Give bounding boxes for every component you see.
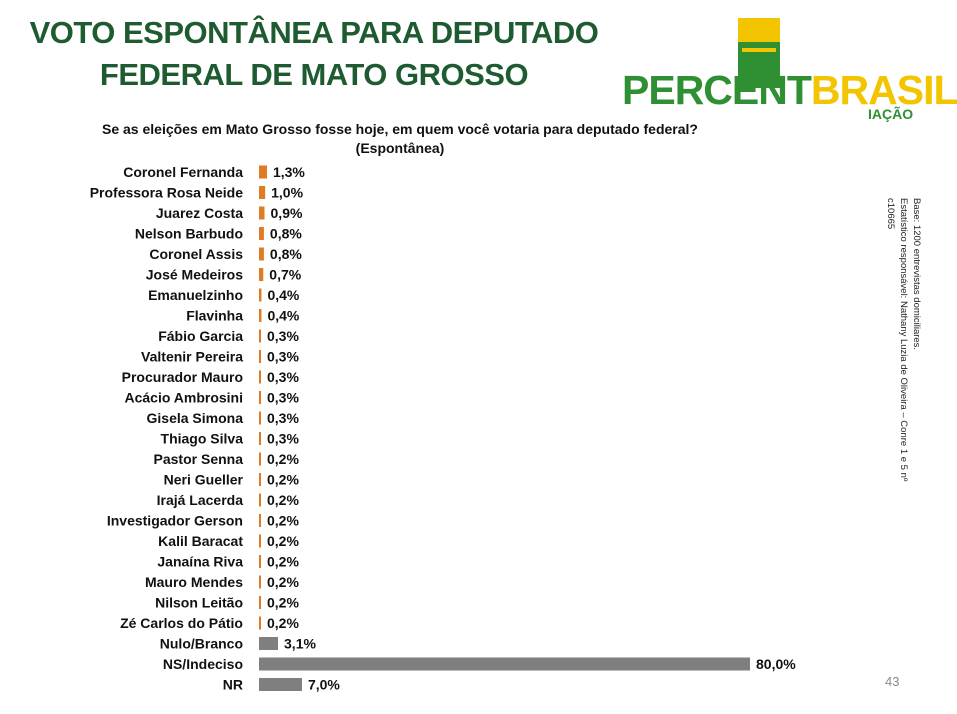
bar <box>259 350 261 363</box>
data-label: 0,2% <box>267 451 299 467</box>
data-label: 0,3% <box>267 410 299 426</box>
bar <box>259 452 261 466</box>
data-label: 0,7% <box>269 267 301 283</box>
category-label: Coronel Assis <box>149 246 243 262</box>
data-label: 0,4% <box>267 308 299 324</box>
category-label: NS/Indeciso <box>163 656 243 672</box>
data-label: 0,2% <box>267 595 299 611</box>
category-label: Valtenir Pereira <box>141 349 243 365</box>
bar <box>259 432 261 445</box>
data-label: 0,9% <box>271 205 303 221</box>
category-label: Neri Gueller <box>164 472 244 488</box>
page-number: 43 <box>885 674 900 689</box>
data-label: 0,2% <box>267 492 299 508</box>
category-label: Emanuelzinho <box>148 287 243 303</box>
data-label: 0,3% <box>267 328 299 344</box>
logo-word-percent: PERCENT <box>622 67 812 113</box>
slide-title: VOTO ESPONTÂNEA PARA DEPUTADO FEDERAL DE… <box>14 12 614 96</box>
bar <box>259 391 261 404</box>
bar <box>259 288 262 302</box>
category-label: Coronel Fernanda <box>123 164 243 180</box>
sample-base: Base: 1200 entrevistas domiciliares. <box>911 198 922 351</box>
data-label: 0,8% <box>270 246 302 262</box>
category-label: Fábio Garcia <box>158 328 243 344</box>
bar <box>259 678 302 691</box>
category-label: Nilson Leitão <box>155 595 243 611</box>
data-label: 3,1% <box>284 636 316 652</box>
category-label: Gisela Simona <box>147 410 244 426</box>
data-label: 0,2% <box>267 533 299 549</box>
logo-word-brasil: BRASIL <box>810 67 957 113</box>
category-label: Irajá Lacerda <box>157 492 244 508</box>
data-label: 0,2% <box>267 472 299 488</box>
bar <box>259 555 261 568</box>
category-label: Pastor Senna <box>154 451 244 467</box>
data-label: 0,2% <box>267 574 299 590</box>
bar <box>259 227 264 240</box>
bar <box>259 411 261 425</box>
data-label: 80,0% <box>756 656 796 672</box>
survey-question: Se as eleições em Mato Grosso fosse hoje… <box>60 120 740 158</box>
category-label: Professora Rosa Neide <box>90 185 243 201</box>
data-label: 0,8% <box>270 226 302 242</box>
data-label: 1,0% <box>271 185 303 201</box>
data-label: 7,0% <box>308 677 340 693</box>
category-label: Janaína Riva <box>157 554 243 570</box>
bar <box>259 268 264 281</box>
data-label: 0,3% <box>267 369 299 385</box>
bar <box>259 473 261 486</box>
bar <box>259 616 261 630</box>
category-label: Nulo/Branco <box>160 636 243 652</box>
bar <box>259 247 264 261</box>
bar <box>259 165 267 179</box>
question-text: Se as eleições em Mato Grosso fosse hoje… <box>102 121 698 137</box>
bar <box>259 329 261 343</box>
bar <box>259 206 265 220</box>
question-type: (Espontânea) <box>355 140 445 156</box>
flag-icon <box>738 18 780 88</box>
category-label: Acácio Ambrosini <box>124 390 243 406</box>
bar <box>259 309 262 322</box>
statistician: Estatístico responsável: Nathany Luzia d… <box>885 198 909 482</box>
data-label: 0,3% <box>267 431 299 447</box>
data-label: 0,3% <box>267 390 299 406</box>
category-label: Kalil Baracat <box>158 533 243 549</box>
bar <box>259 514 261 527</box>
logo-subtitle: IAÇÃO <box>868 106 914 122</box>
category-label: Nelson Barbudo <box>135 226 243 242</box>
category-label: Procurador Mauro <box>122 369 243 385</box>
data-label: 0,2% <box>267 513 299 529</box>
category-label: Investigador Gerson <box>107 513 243 529</box>
category-label: Flavinha <box>186 308 243 324</box>
bar <box>259 493 261 507</box>
bar <box>259 186 266 199</box>
methodology-note: Base: 1200 entrevistas domiciliares. Est… <box>885 198 923 498</box>
title-line-1: VOTO ESPONTÂNEA PARA DEPUTADO <box>29 15 599 50</box>
category-label: José Medeiros <box>146 267 243 283</box>
data-label: 0,4% <box>267 287 299 303</box>
bar <box>259 657 750 671</box>
logo-wordmark: PERCENTBRASIL® <box>622 68 957 112</box>
category-label: Thiago Silva <box>161 431 244 447</box>
bar <box>259 596 261 609</box>
data-label: 1,3% <box>273 164 305 180</box>
data-label: 0,2% <box>267 554 299 570</box>
percentbrasil-logo: PERCENTBRASIL® IAÇÃO <box>620 18 957 128</box>
data-label: 0,2% <box>267 615 299 631</box>
bar <box>259 575 261 589</box>
category-label: NR <box>223 677 243 693</box>
bar <box>259 534 261 548</box>
title-line-2: FEDERAL DE MATO GROSSO <box>99 57 529 92</box>
category-label: Juarez Costa <box>156 205 243 221</box>
category-label: Zé Carlos do Pátio <box>120 615 243 631</box>
category-label: Mauro Mendes <box>145 574 243 590</box>
data-label: 0,3% <box>267 349 299 365</box>
bar <box>259 370 261 384</box>
bar <box>259 637 279 650</box>
